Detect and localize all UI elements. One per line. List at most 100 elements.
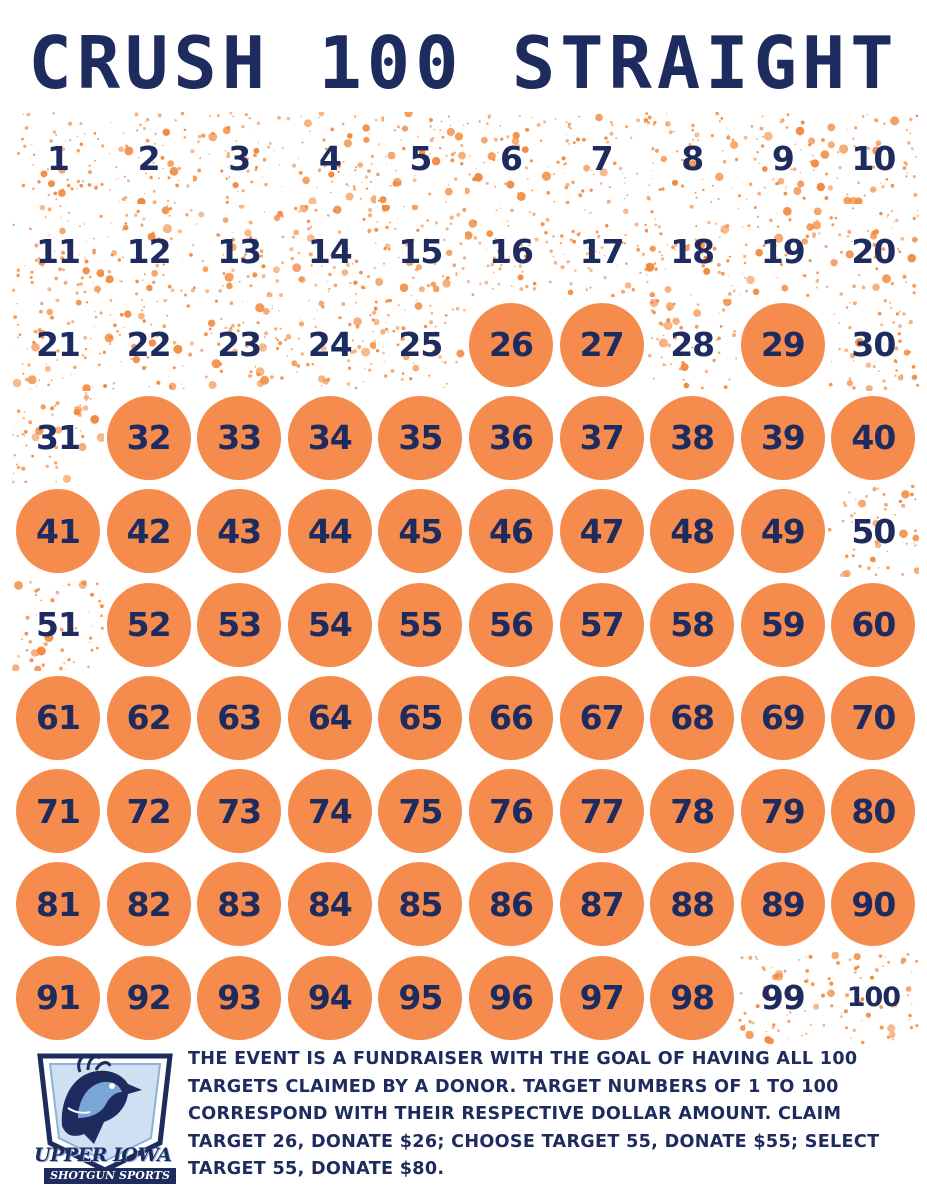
target-claimed[interactable]: 24 xyxy=(283,299,376,389)
target-open[interactable]: 90 xyxy=(831,862,916,947)
target-claimed[interactable]: 50 xyxy=(828,485,920,578)
target-open[interactable]: 61 xyxy=(16,675,100,760)
target-open[interactable]: 46 xyxy=(469,489,553,574)
target-open[interactable]: 72 xyxy=(106,769,191,854)
target-claimed[interactable]: 11 xyxy=(12,205,104,296)
target-open[interactable]: 43 xyxy=(197,489,282,574)
target-open[interactable]: 83 xyxy=(197,862,282,947)
target-claimed[interactable]: 31 xyxy=(12,391,104,484)
target-open[interactable]: 60 xyxy=(831,582,916,667)
target-open[interactable]: 48 xyxy=(650,489,735,574)
target-claimed[interactable]: 1 xyxy=(16,112,104,201)
target-claimed[interactable]: 13 xyxy=(193,205,285,298)
target-open[interactable]: 73 xyxy=(197,769,282,854)
target-claimed[interactable]: 12 xyxy=(104,205,195,297)
target-open[interactable]: 45 xyxy=(378,489,463,574)
target-open[interactable]: 27 xyxy=(559,302,644,387)
target-open[interactable]: 87 xyxy=(559,862,644,947)
target-open[interactable]: 35 xyxy=(378,395,463,480)
target-open[interactable]: 89 xyxy=(740,862,825,947)
target-open[interactable]: 34 xyxy=(287,395,372,480)
target-claimed[interactable]: 99 xyxy=(738,954,826,1044)
target-open[interactable]: 55 xyxy=(378,582,463,667)
target-open[interactable]: 85 xyxy=(378,862,463,947)
target-claimed[interactable]: 4 xyxy=(286,112,376,204)
target-open[interactable]: 71 xyxy=(16,769,100,854)
target-claimed[interactable]: 8 xyxy=(646,112,739,204)
target-open[interactable]: 56 xyxy=(469,582,553,667)
target-open[interactable]: 26 xyxy=(469,302,553,387)
target-claimed[interactable]: 10 xyxy=(827,113,919,204)
target-open[interactable]: 66 xyxy=(469,675,553,760)
target-claimed[interactable]: 23 xyxy=(197,299,284,389)
target-claimed[interactable]: 100 xyxy=(827,951,919,1044)
target-claimed[interactable]: 14 xyxy=(288,205,376,296)
target-open[interactable]: 93 xyxy=(197,955,282,1040)
target-open[interactable]: 74 xyxy=(287,769,372,854)
target-claimed[interactable]: 16 xyxy=(465,207,557,297)
target-claimed[interactable]: 21 xyxy=(12,298,103,391)
target-claimed[interactable]: 5 xyxy=(375,112,467,204)
target-open[interactable]: 70 xyxy=(831,675,916,760)
target-open[interactable]: 80 xyxy=(831,769,916,854)
target-open[interactable]: 52 xyxy=(106,582,191,667)
target-open[interactable]: 65 xyxy=(378,675,463,760)
target-open[interactable]: 42 xyxy=(106,489,191,574)
target-open[interactable]: 29 xyxy=(740,302,825,387)
target-open[interactable]: 58 xyxy=(650,582,735,667)
target-open[interactable]: 86 xyxy=(469,862,553,947)
target-open[interactable]: 76 xyxy=(469,769,553,854)
target-open[interactable]: 41 xyxy=(16,489,100,574)
target-claimed[interactable]: 30 xyxy=(829,298,920,391)
target-open[interactable]: 84 xyxy=(287,862,372,947)
target-open[interactable]: 63 xyxy=(197,675,282,760)
target-open[interactable]: 32 xyxy=(106,395,191,480)
target-open[interactable]: 57 xyxy=(559,582,644,667)
target-open[interactable]: 38 xyxy=(650,395,735,480)
target-open[interactable]: 79 xyxy=(740,769,825,854)
target-claimed[interactable]: 9 xyxy=(737,113,829,201)
target-claimed[interactable]: 25 xyxy=(374,298,466,388)
target-claimed[interactable]: 3 xyxy=(193,112,284,204)
target-open[interactable]: 37 xyxy=(559,395,644,480)
target-open[interactable]: 82 xyxy=(106,862,191,947)
target-open[interactable]: 53 xyxy=(197,582,282,667)
target-open[interactable]: 62 xyxy=(106,675,191,760)
target-open[interactable]: 68 xyxy=(650,675,735,760)
target-open[interactable]: 78 xyxy=(650,769,735,854)
target-open[interactable]: 33 xyxy=(197,395,282,480)
target-open[interactable]: 44 xyxy=(287,489,372,574)
target-claimed[interactable]: 20 xyxy=(830,207,920,297)
target-claimed[interactable]: 19 xyxy=(737,206,829,298)
target-open[interactable]: 49 xyxy=(740,489,825,574)
target-claimed[interactable]: 17 xyxy=(559,208,648,298)
target-open[interactable]: 39 xyxy=(740,395,825,480)
target-open[interactable]: 40 xyxy=(831,395,916,480)
target-claimed[interactable]: 18 xyxy=(646,205,737,298)
target-open[interactable]: 98 xyxy=(650,955,735,1040)
target-claimed[interactable]: 6 xyxy=(465,114,557,203)
target-open[interactable]: 95 xyxy=(378,955,463,1040)
target-claimed[interactable]: 51 xyxy=(12,579,104,671)
target-open[interactable]: 75 xyxy=(378,769,463,854)
target-open[interactable]: 64 xyxy=(287,675,372,760)
target-claimed[interactable]: 28 xyxy=(648,298,738,389)
target-open[interactable]: 97 xyxy=(559,955,644,1040)
target-claimed[interactable]: 2 xyxy=(107,112,195,204)
target-open[interactable]: 91 xyxy=(16,955,100,1040)
target-open[interactable]: 54 xyxy=(287,582,372,667)
target-open[interactable]: 81 xyxy=(16,862,100,947)
target-open[interactable]: 67 xyxy=(559,675,644,760)
target-claimed[interactable]: 7 xyxy=(556,112,648,204)
target-open[interactable]: 69 xyxy=(740,675,825,760)
target-open[interactable]: 47 xyxy=(559,489,644,574)
target-open[interactable]: 36 xyxy=(469,395,553,480)
target-claimed[interactable]: 15 xyxy=(374,205,467,297)
target-open[interactable]: 96 xyxy=(469,955,553,1040)
target-claimed[interactable]: 22 xyxy=(102,298,194,390)
target-open[interactable]: 77 xyxy=(559,769,644,854)
target-open[interactable]: 94 xyxy=(287,955,372,1040)
target-open[interactable]: 92 xyxy=(106,955,191,1040)
target-open[interactable]: 88 xyxy=(650,862,735,947)
target-open[interactable]: 59 xyxy=(740,582,825,667)
